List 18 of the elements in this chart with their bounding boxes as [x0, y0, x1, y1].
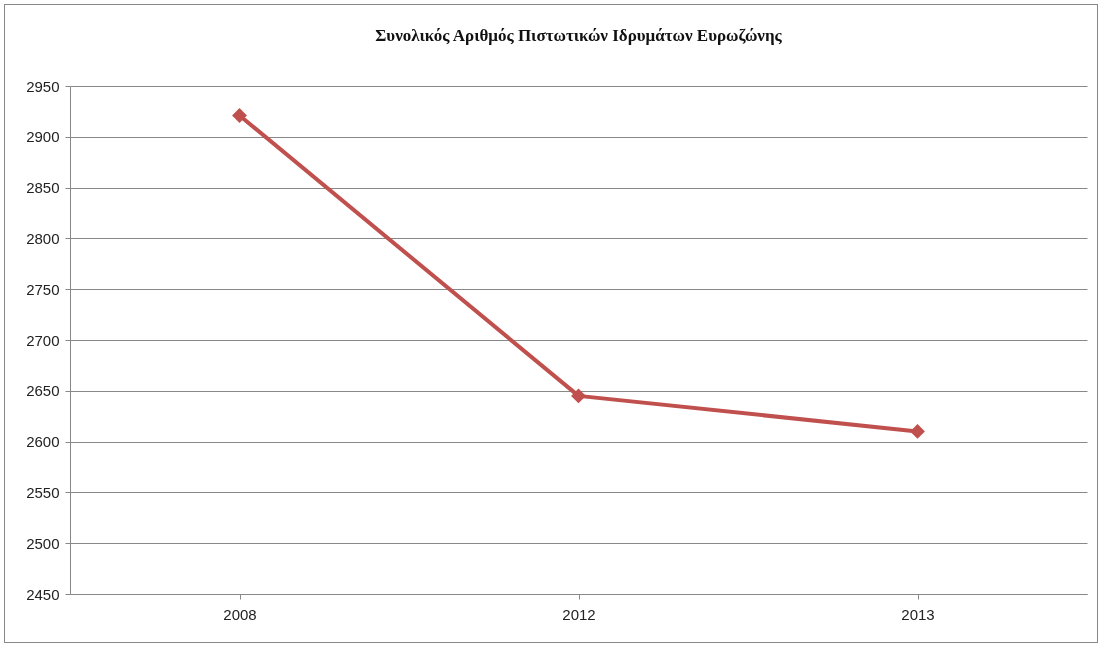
x-tick-label: 2008 — [223, 605, 257, 623]
y-tick-label: 2600 — [26, 433, 60, 451]
chart-title: Συνολικός Αριθμός Πιστωτικών Ιδρυμάτων Ευρωζώνης — [375, 26, 783, 45]
x-tick-label: 2013 — [901, 605, 935, 623]
y-tick-label: 2500 — [26, 534, 60, 552]
y-tick-label: 2450 — [26, 585, 60, 603]
point — [232, 108, 247, 123]
point — [910, 424, 925, 439]
y-tick-label: 2700 — [26, 331, 60, 349]
x-tick-label: 2012 — [562, 605, 596, 623]
point — [571, 388, 586, 404]
y-tick-label: 2550 — [26, 483, 60, 501]
y-tick-label: 2900 — [26, 128, 60, 146]
y-tick-label: 2950 — [26, 77, 60, 95]
y-tick-label: 2850 — [26, 179, 60, 197]
y-tick-label: 2800 — [26, 229, 60, 247]
y-tick-label: 2650 — [26, 382, 60, 400]
y-tick-label: 2750 — [26, 280, 60, 298]
